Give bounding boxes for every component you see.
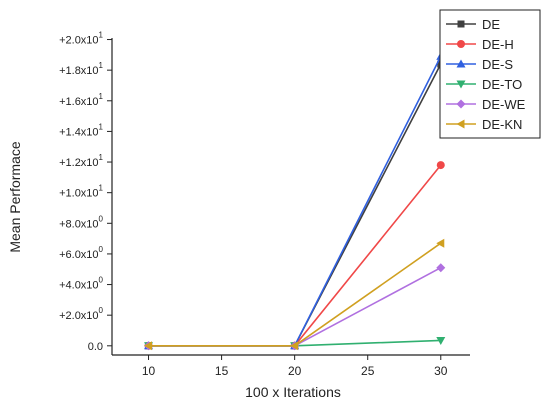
data-point-de-kn bbox=[144, 341, 153, 351]
y-tick-label: +2.0x101 bbox=[59, 31, 103, 47]
y-tick-label: +6.0x100 bbox=[59, 245, 103, 261]
series-de-h bbox=[144, 161, 445, 350]
legend-item-de: DE bbox=[446, 17, 500, 32]
data-point-de-to bbox=[436, 336, 446, 345]
y-tick-label: +1.8x101 bbox=[59, 61, 103, 77]
legend-label: DE-KN bbox=[482, 117, 522, 132]
legend-item-de-h: DE-H bbox=[446, 37, 514, 52]
x-tick-label: 30 bbox=[434, 364, 448, 378]
x-tick-label: 20 bbox=[288, 364, 302, 378]
series-line-de-s bbox=[148, 56, 442, 347]
legend-item-de-kn: DE-KN bbox=[446, 117, 522, 132]
legend[interactable]: DE DE-H DE-S DE-TO DE-WE DE-KN bbox=[439, 9, 541, 139]
y-tick-label: +4.0x100 bbox=[59, 276, 103, 292]
x-tick-label: 25 bbox=[361, 364, 375, 378]
series-line-de-kn bbox=[148, 242, 442, 347]
y-tick-label: +1.0x101 bbox=[59, 184, 103, 200]
series-de-we bbox=[144, 263, 446, 351]
x-tick-label: 10 bbox=[142, 364, 156, 378]
legend-marker bbox=[456, 99, 466, 109]
data-point-de-we bbox=[436, 263, 446, 273]
x-tick-label: 15 bbox=[215, 364, 229, 378]
legend-label: DE-S bbox=[482, 57, 513, 72]
legend-label: DE-WE bbox=[482, 97, 526, 112]
data-point-de-h bbox=[436, 161, 445, 170]
y-tick-label: +2.0x100 bbox=[59, 306, 103, 322]
legend-label: DE bbox=[482, 17, 500, 32]
series-layer bbox=[144, 51, 446, 351]
legend-item-de-to: DE-TO bbox=[446, 77, 522, 92]
data-point-de-kn bbox=[436, 238, 445, 248]
y-tick-label: +1.6x101 bbox=[59, 92, 103, 108]
data-point-de-kn bbox=[290, 341, 299, 351]
axes: 10 15 20 25 30 0.0 +2.0x100 +4.0x100 +6.0x100 +8.… bbox=[59, 31, 470, 378]
legend-marker bbox=[457, 20, 465, 28]
x-axis-label: 100 x Iterations bbox=[245, 384, 341, 400]
series-de bbox=[145, 60, 445, 350]
legend-item-de-we: DE-WE bbox=[446, 97, 526, 112]
legend-marker bbox=[457, 40, 465, 48]
y-tick-label: +1.2x101 bbox=[59, 153, 103, 169]
legend-box bbox=[439, 9, 541, 139]
legend-label: DE-H bbox=[482, 37, 514, 52]
series-de-kn bbox=[144, 238, 445, 351]
legend-marker bbox=[456, 59, 466, 68]
series-line-de-h bbox=[148, 164, 442, 347]
y-tick-label: +1.4x101 bbox=[59, 122, 103, 138]
y-tick-label: 0.0 bbox=[88, 341, 103, 353]
legend-marker bbox=[456, 119, 465, 129]
legend-item-de-s: DE-S bbox=[446, 57, 513, 72]
legend-label: DE-TO bbox=[482, 77, 522, 92]
series-line-de-we bbox=[148, 267, 442, 347]
legend-marker bbox=[456, 80, 466, 89]
y-tick-label: +8.0x100 bbox=[59, 214, 103, 230]
y-axis-label: Mean Performace bbox=[7, 141, 23, 252]
series-line-de bbox=[148, 63, 442, 347]
series-de-s bbox=[144, 51, 446, 350]
